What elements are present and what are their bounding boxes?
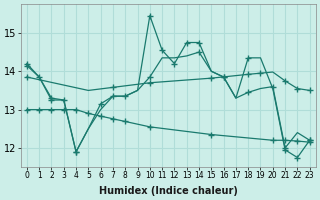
X-axis label: Humidex (Indice chaleur): Humidex (Indice chaleur): [99, 186, 238, 196]
